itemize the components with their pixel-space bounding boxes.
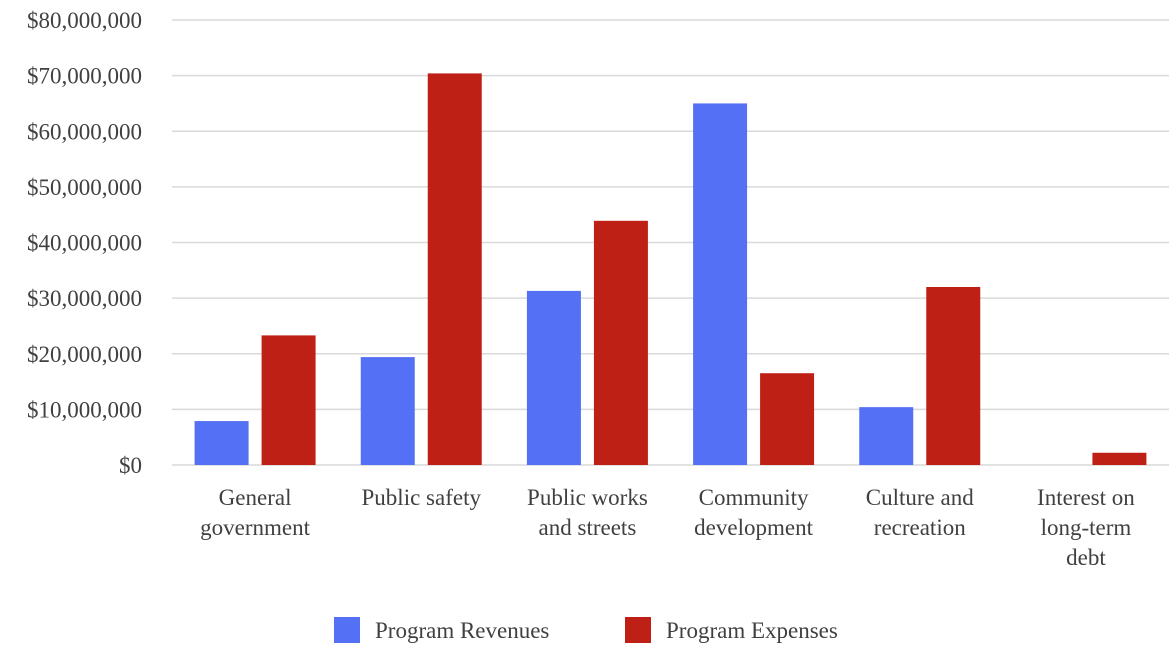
bar-program-revenues: [360, 357, 415, 465]
x-category-label: Public works and streets: [527, 485, 648, 540]
y-tick-label: $40,000,000: [27, 231, 142, 256]
y-tick-label: $30,000,000: [27, 286, 142, 311]
x-category-label: General government: [200, 485, 310, 540]
y-tick-label: $20,000,000: [27, 342, 142, 367]
y-tick-label: $60,000,000: [27, 119, 142, 144]
legend-label: Program Expenses: [666, 618, 838, 643]
legend-swatch: [625, 617, 651, 643]
x-category-label: Culture and recreation: [866, 485, 974, 540]
x-category-label: Public safety: [362, 485, 482, 510]
bar-program-expenses: [593, 220, 648, 465]
bar-program-revenues: [194, 421, 249, 465]
bar-program-revenues: [526, 290, 581, 465]
y-axis-tick-labels: $0 $10,000,000 $20,000,000 $30,000,000 $40,0…: [27, 8, 142, 478]
x-category-label: Interest on long-term debt: [1037, 485, 1135, 570]
bar-program-expenses: [760, 373, 815, 465]
bar-program-expenses: [926, 287, 981, 465]
y-tick-label: $80,000,000: [27, 8, 142, 33]
bar-program-expenses: [427, 73, 482, 466]
y-tick-label: $50,000,000: [27, 175, 142, 200]
bar-program-expenses: [1092, 452, 1147, 465]
bar-program-revenues: [859, 407, 914, 465]
y-tick-label: $10,000,000: [27, 397, 142, 422]
legend-swatch: [334, 617, 360, 643]
legend-label: Program Revenues: [375, 618, 549, 643]
bars: [194, 73, 1147, 466]
bar-program-expenses: [261, 335, 316, 465]
y-tick-label: $70,000,000: [27, 64, 142, 89]
x-axis-category-labels: General government Public safety Public wor…: [200, 485, 1135, 570]
gridlines: [172, 19, 1169, 466]
bar-program-revenues: [693, 103, 748, 465]
x-category-label: Community development: [694, 485, 813, 540]
legend: Program Revenues Program Expenses: [334, 617, 838, 643]
y-tick-label: $0: [119, 453, 142, 478]
